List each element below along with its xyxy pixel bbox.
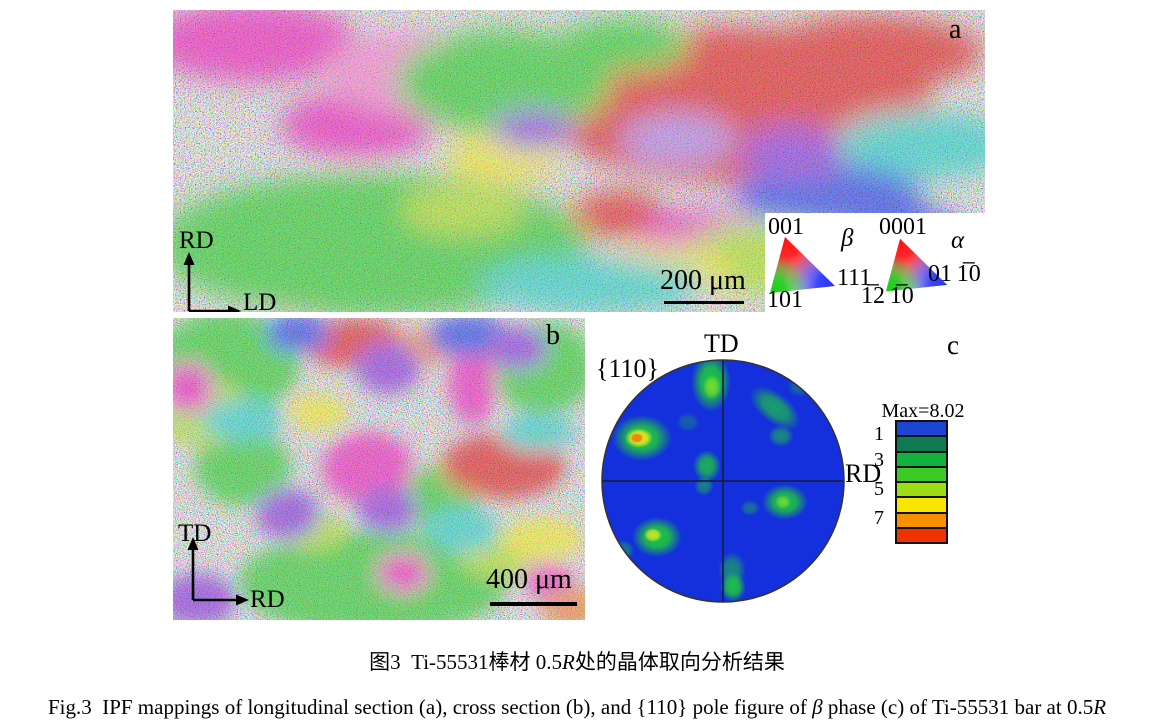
ipf-triangle-beta bbox=[770, 237, 835, 293]
panel-a-ipf-map: a RD LD 200 μm bbox=[173, 10, 985, 312]
colorbar-segment bbox=[897, 435, 946, 451]
panel-b-axes-arrows bbox=[187, 537, 249, 606]
panel-a-letter: a bbox=[949, 14, 962, 45]
panel-c-letter: c bbox=[947, 330, 959, 360]
panel-a-scale-text: 200 μm bbox=[660, 265, 746, 296]
panel-b-ebsd-texture bbox=[173, 318, 585, 620]
ipf-alpha-phase-symbol: α bbox=[951, 227, 965, 254]
caption-en-italic-r: R bbox=[1093, 695, 1107, 719]
ipf-beta-vertex-right: 111 bbox=[837, 265, 872, 291]
colorbar-max-label: Max=8.02 bbox=[881, 400, 965, 422]
figure-caption-zh: 图3 Ti-55531棒材 0.5R处的晶体取向分析结果 bbox=[0, 649, 1154, 675]
colorbar-tick-3: 3 bbox=[874, 449, 884, 471]
panel-b-scale-line bbox=[490, 602, 577, 606]
panel-b-axis-horizontal-label: RD bbox=[250, 586, 285, 613]
pole-figure-axis-right-label: RD bbox=[845, 459, 882, 488]
pole-figure-axis-top-label: TD bbox=[704, 329, 739, 358]
panel-b-scale-text: 400 μm bbox=[486, 564, 572, 595]
colorbar-segments bbox=[895, 420, 948, 544]
panel-c-pole-figure bbox=[601, 359, 845, 603]
colorbar-segment bbox=[897, 511, 946, 527]
figure-caption-en: Fig.3 IPF mappings of longitudinal secti… bbox=[0, 694, 1154, 720]
colorbar-segment bbox=[897, 450, 946, 466]
ipf-beta-vertex-bottom-left: 101 bbox=[767, 287, 803, 312]
panel-a-axes-arrows bbox=[183, 252, 241, 312]
panel-b-axis-vertical-label: TD bbox=[178, 520, 212, 547]
ipf-triangle-alpha bbox=[885, 238, 948, 292]
panel-a-axis-horizontal-label: LD bbox=[243, 289, 277, 312]
colorbar-segment bbox=[897, 496, 946, 512]
colorbar-segment bbox=[897, 481, 946, 497]
ipf-alpha-vertex-top: 0001 bbox=[879, 214, 927, 240]
panel-b-letter: b bbox=[546, 320, 560, 351]
colorbar-segment bbox=[897, 465, 946, 481]
ipf-alpha-vertex-bottom-left: 1̅2 1̅0 bbox=[861, 283, 914, 309]
ipf-beta-vertex-top: 001 bbox=[768, 214, 804, 240]
caption-zh-italic-r: R bbox=[562, 650, 575, 674]
caption-zh-post: 处的晶体取向分析结果 bbox=[574, 650, 785, 674]
panel-a-axis-vertical-label: RD bbox=[179, 227, 214, 254]
caption-en-beta: β bbox=[812, 695, 823, 719]
pole-figure-plane-label: {110} bbox=[596, 354, 659, 383]
ipf-legend-box: 001 β 111 101 0001 α 01 1̅0 1̅2 1̅0 bbox=[765, 213, 985, 312]
ipf-beta-phase-symbol: β bbox=[841, 225, 854, 252]
panel-a-scale-line bbox=[664, 301, 744, 304]
ipf-alpha-vertex-right: 01 1̅0 bbox=[928, 261, 981, 287]
colorbar-tick-5: 5 bbox=[874, 478, 884, 500]
caption-en-mid: phase (c) of Ti-55531 bar at 0.5 bbox=[822, 695, 1094, 719]
panel-b-ipf-map: b TD RD 400 μm bbox=[173, 318, 585, 620]
colorbar-segment bbox=[897, 526, 946, 542]
caption-zh-pre: 图3 Ti-55531棒材 0.5 bbox=[369, 650, 563, 674]
colorbar-tick-7: 7 bbox=[874, 507, 884, 529]
caption-en-pre: Fig.3 IPF mappings of longitudinal secti… bbox=[47, 695, 813, 719]
colorbar-tick-1: 1 bbox=[874, 423, 884, 445]
colorbar-segment bbox=[897, 422, 946, 436]
